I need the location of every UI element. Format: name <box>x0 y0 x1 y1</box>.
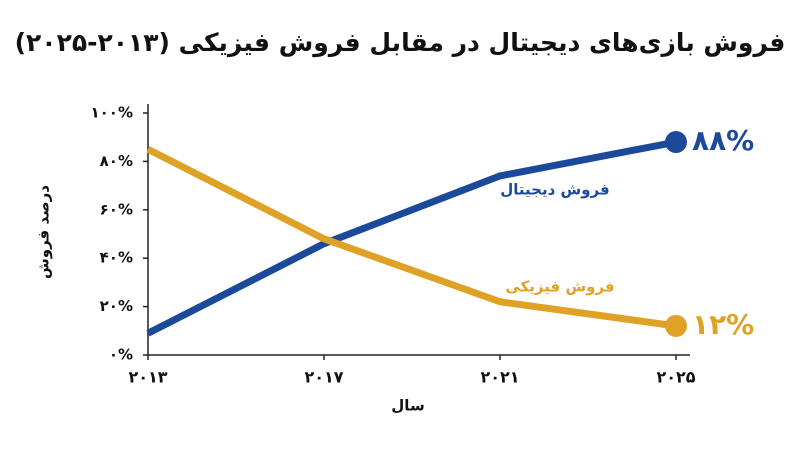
y-axis-label: درصد فروش <box>35 185 53 279</box>
y-tick-label: ۱۰۰% <box>91 104 134 122</box>
y-tick-label: ۸۰% <box>100 152 133 170</box>
series-line <box>146 138 677 337</box>
y-tick-label: ۴۰% <box>100 249 133 267</box>
x-tick-label: ۲۰۱۳ <box>128 368 167 387</box>
series-label: فروش دیجیتال <box>500 181 609 199</box>
x-axis-label: سال <box>391 397 424 415</box>
end-marker <box>665 314 687 337</box>
x-tick-label: ۲۰۲۱ <box>480 368 519 387</box>
series-line <box>146 146 677 330</box>
value-label: ۱۲% <box>692 308 754 341</box>
y-tick-label: ۰% <box>109 346 133 364</box>
end-marker <box>665 131 687 154</box>
series-label: فروش فیزیکی <box>505 278 614 296</box>
chart-title: فروش بازی‌های دیجیتال در مقابل فروش فیزی… <box>15 28 786 58</box>
x-tick-label: ۲۰۲۵ <box>656 368 695 387</box>
y-tick-label: ۶۰% <box>100 200 133 218</box>
value-label: ۸۸% <box>692 124 754 157</box>
x-tick-label: ۲۰۱۷ <box>304 368 343 387</box>
y-tick-label: ۲۰% <box>100 297 133 315</box>
